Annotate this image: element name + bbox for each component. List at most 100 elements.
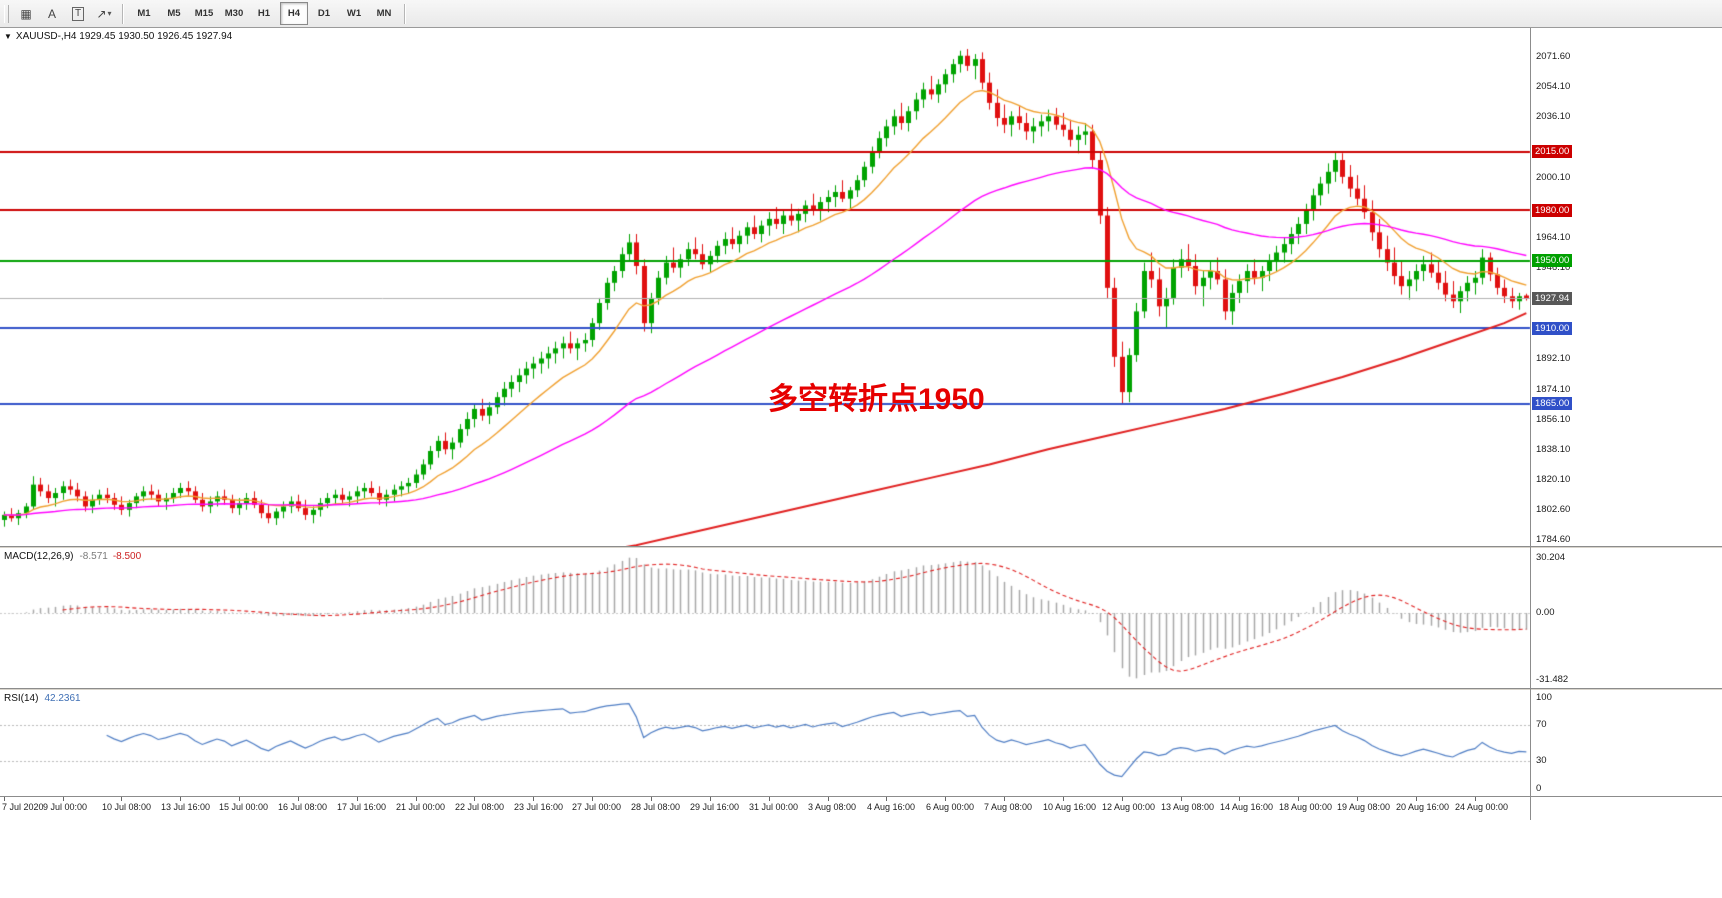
time-axis-tick [357, 797, 358, 801]
price-axis-separator [1530, 28, 1531, 820]
price-axis-tick: 1892.10 [1536, 353, 1571, 365]
symbol-ohlc-line: ▼ XAUUSD-,H4 1929.45 1930.50 1926.45 192… [4, 31, 232, 42]
timeframe-m1[interactable]: M1 [137, 8, 151, 19]
time-axis-label: 10 Aug 16:00 [1043, 802, 1097, 812]
time-axis-label: 4 Aug 16:00 [867, 802, 916, 812]
chart-window: ▼ XAUUSD-,H4 1929.45 1930.50 1926.45 192… [0, 28, 1722, 898]
time-axis-label: 17 Jul 16:00 [337, 802, 387, 812]
time-axis-tick [239, 797, 240, 801]
rsi-axis-tick: 0 [1536, 783, 1542, 794]
toolbar-separator [404, 3, 406, 24]
pane-splitter[interactable] [0, 546, 1722, 548]
text-frame-icon: T [71, 6, 85, 21]
time-axis-label: 13 Aug 08:00 [1161, 802, 1215, 812]
price-level-badge: 1980.00 [1532, 203, 1573, 217]
timeframe-mn[interactable]: MN [376, 8, 392, 19]
time-axis-label: 18 Aug 00:00 [1279, 802, 1333, 812]
rsi-label: RSI(14) 42.2361 [4, 693, 81, 704]
timeframe-m30[interactable]: M30 [224, 8, 244, 19]
text-frame-button[interactable]: T [66, 2, 90, 26]
macd-pane: MACD(12,26,9) -8.571 -8.500 30.204 0.00 -31.… [0, 548, 1722, 688]
rsi-axis-tick: 100 [1536, 692, 1552, 703]
macd-axis-tick: 30.204 [1536, 552, 1566, 563]
time-axis-tick [180, 797, 181, 801]
time-axis-label: 7 Aug 08:00 [984, 802, 1033, 812]
price-axis-tick: 2036.10 [1536, 111, 1571, 123]
time-axis-label: 28 Jul 08:00 [631, 802, 681, 812]
time-axis-tick [63, 797, 64, 801]
time-axis-tick [886, 797, 887, 801]
time-axis-label: 31 Jul 00:00 [749, 802, 799, 812]
time-axis-tick [710, 797, 711, 801]
time-axis-label: 14 Aug 16:00 [1220, 802, 1274, 812]
rsi-axis-tick: 30 [1536, 755, 1547, 766]
new-chart-button[interactable]: ▦ [14, 2, 38, 26]
price-level-badge: 1950.00 [1532, 254, 1573, 268]
bid-price-badge: 1927.94 [1532, 291, 1573, 305]
time-axis-label: 23 Jul 16:00 [514, 802, 564, 812]
price-axis-tick: 2071.60 [1536, 51, 1571, 63]
time-axis-tick [945, 797, 946, 801]
price-axis-tick: 1874.10 [1536, 383, 1571, 395]
macd-main-value: -8.571 [79, 551, 108, 562]
price-axis-tick: 1856.10 [1536, 413, 1571, 425]
symbol-ohlc-text: XAUUSD-,H4 1929.45 1930.50 1926.45 1927.… [15, 31, 233, 42]
timeframe-m5[interactable]: M5 [167, 8, 181, 19]
macd-title: MACD(12,26,9) [4, 551, 74, 562]
price-axis-tick: 1802.60 [1536, 503, 1571, 515]
toolbar: ▦ A T ↗ ▾ M1 M5 M15 M30 H1 H4 D1 W1 MN [0, 0, 1722, 28]
time-axis-label: 9 Jul 00:00 [43, 802, 88, 812]
macd-signal-value: -8.500 [112, 551, 142, 562]
chart-annotation-text[interactable]: 多空转折点1950 [768, 383, 985, 416]
time-axis-label: 6 Aug 00:00 [926, 802, 975, 812]
time-axis-tick [1239, 797, 1240, 801]
macd-canvas[interactable] [0, 548, 1722, 688]
time-axis-label: 13 Jul 16:00 [161, 802, 211, 812]
time-axis-tick [1122, 797, 1123, 801]
time-axis-label: 7 Jul 2020 [2, 802, 44, 812]
time-axis-tick [769, 797, 770, 801]
time-axis-tick [1357, 797, 1358, 801]
timeframe-w1[interactable]: W1 [346, 8, 362, 19]
arrow-tool-icon: ↗ [96, 6, 107, 21]
time-axis-tick [1181, 797, 1182, 801]
time-axis-tick [1004, 797, 1005, 801]
time-axis-tick [1298, 797, 1299, 801]
time-axis-label: 20 Aug 16:00 [1396, 802, 1450, 812]
timeframe-d1[interactable]: D1 [317, 8, 331, 19]
price-axis-tick: 1820.10 [1536, 474, 1571, 486]
arrow-tools-dropdown[interactable]: ↗ ▾ [92, 2, 116, 26]
price-axis-tick: 1784.60 [1536, 534, 1571, 546]
time-axis-tick [298, 797, 299, 801]
time-axis-tick [1475, 797, 1476, 801]
price-level-badge: 1865.00 [1532, 397, 1573, 411]
rsi-title: RSI(14) [4, 693, 39, 704]
time-axis-label: 29 Jul 16:00 [690, 802, 740, 812]
rsi-pane: RSI(14) 42.2361 100 70 30 0 [0, 690, 1722, 796]
time-axis-label: 15 Jul 00:00 [219, 802, 269, 812]
time-axis-tick [1416, 797, 1417, 801]
pane-splitter[interactable] [0, 688, 1722, 690]
toolbar-grip[interactable] [4, 4, 9, 23]
time-axis-label: 16 Jul 08:00 [278, 802, 328, 812]
timeframe-m15[interactable]: M15 [194, 8, 214, 19]
timeframe-h1[interactable]: H1 [257, 8, 271, 19]
time-axis[interactable]: 7 Jul 2020 9 Jul 00:00 10 Jul 08:00 13 Jul … [0, 796, 1722, 898]
toolbar-separator [122, 3, 124, 24]
time-axis-label: 21 Jul 00:00 [396, 802, 446, 812]
timeframe-h4[interactable]: H4 [280, 2, 308, 25]
time-axis-tick [592, 797, 593, 801]
price-level-badge: 1910.00 [1532, 321, 1573, 335]
time-axis-label: 19 Aug 08:00 [1337, 802, 1391, 812]
price-axis-tick: 1964.10 [1536, 232, 1571, 244]
text-label-button[interactable]: A [40, 2, 64, 26]
time-axis-tick [474, 797, 475, 801]
symbol-dropdown-icon[interactable]: ▼ [4, 32, 12, 41]
time-axis-tick [416, 797, 417, 801]
rsi-canvas[interactable] [0, 690, 1722, 796]
price-axis-tick: 2054.10 [1536, 80, 1571, 92]
main-chart-canvas[interactable] [0, 28, 1722, 546]
price-level-badge: 2015.00 [1532, 145, 1573, 159]
rsi-value: 42.2361 [44, 693, 81, 704]
new-chart-icon: ▦ [20, 6, 32, 21]
